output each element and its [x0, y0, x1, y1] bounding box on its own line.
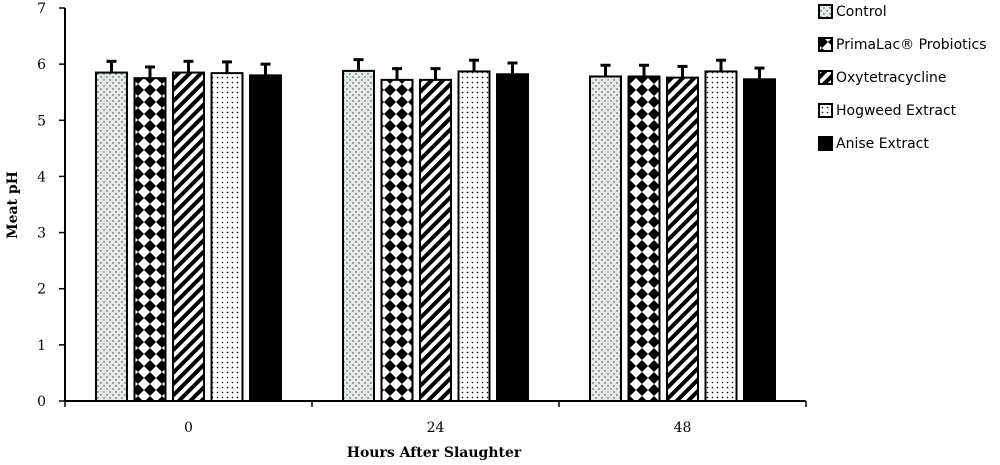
legend-swatch: [818, 37, 833, 52]
legend-label: Oxytetracycline: [836, 70, 946, 86]
y-tick-label: 2: [37, 282, 46, 298]
legend-label: PrimaLac® Probiotics: [836, 37, 987, 53]
y-axis-title: Meat pH: [5, 171, 21, 239]
y-tick-group: 0 1 2 3 4 5 6 7: [37, 1, 65, 410]
error-bar-group: [106, 58, 765, 80]
legend-swatch: [818, 136, 833, 151]
y-tick-label: 6: [37, 57, 46, 73]
bar: [666, 76, 699, 402]
x-axis-title: Hours After Slaughter: [347, 445, 522, 461]
y-tick-label: 5: [37, 113, 46, 129]
y-tick-label: 0: [37, 394, 46, 410]
bar: [704, 70, 738, 402]
bar: [589, 75, 622, 402]
bar: [496, 73, 529, 403]
bar: [133, 77, 167, 403]
y-tick-label: 1: [37, 338, 46, 354]
x-tick-label: 0: [184, 420, 193, 436]
y-tick-label: 3: [37, 226, 46, 242]
x-tick-label: 24: [427, 420, 445, 436]
legend-label: Control: [836, 4, 887, 20]
bar: [419, 78, 452, 402]
y-tick-label: 7: [37, 1, 46, 17]
bar: [342, 69, 375, 402]
bar: [457, 70, 491, 402]
bar: [95, 71, 128, 402]
legend-swatch: [818, 70, 833, 85]
y-tick-label: 4: [37, 169, 46, 185]
x-tick-label: 48: [674, 420, 692, 436]
bar: [210, 72, 244, 403]
legend-swatch: [818, 103, 833, 118]
x-tick-group: 0 24 48: [64, 401, 807, 436]
bar: [743, 78, 776, 403]
bar: [627, 75, 661, 402]
legend-label: Anise Extract: [836, 136, 929, 152]
legend: Control PrimaLac® Probiotics Oxytetracycli…: [818, 4, 987, 152]
bar: [172, 71, 205, 402]
bar-group: [95, 69, 776, 403]
bar: [380, 78, 414, 402]
legend-label: Hogweed Extract: [836, 103, 957, 119]
bar: [249, 74, 282, 402]
legend-swatch: [818, 4, 833, 19]
